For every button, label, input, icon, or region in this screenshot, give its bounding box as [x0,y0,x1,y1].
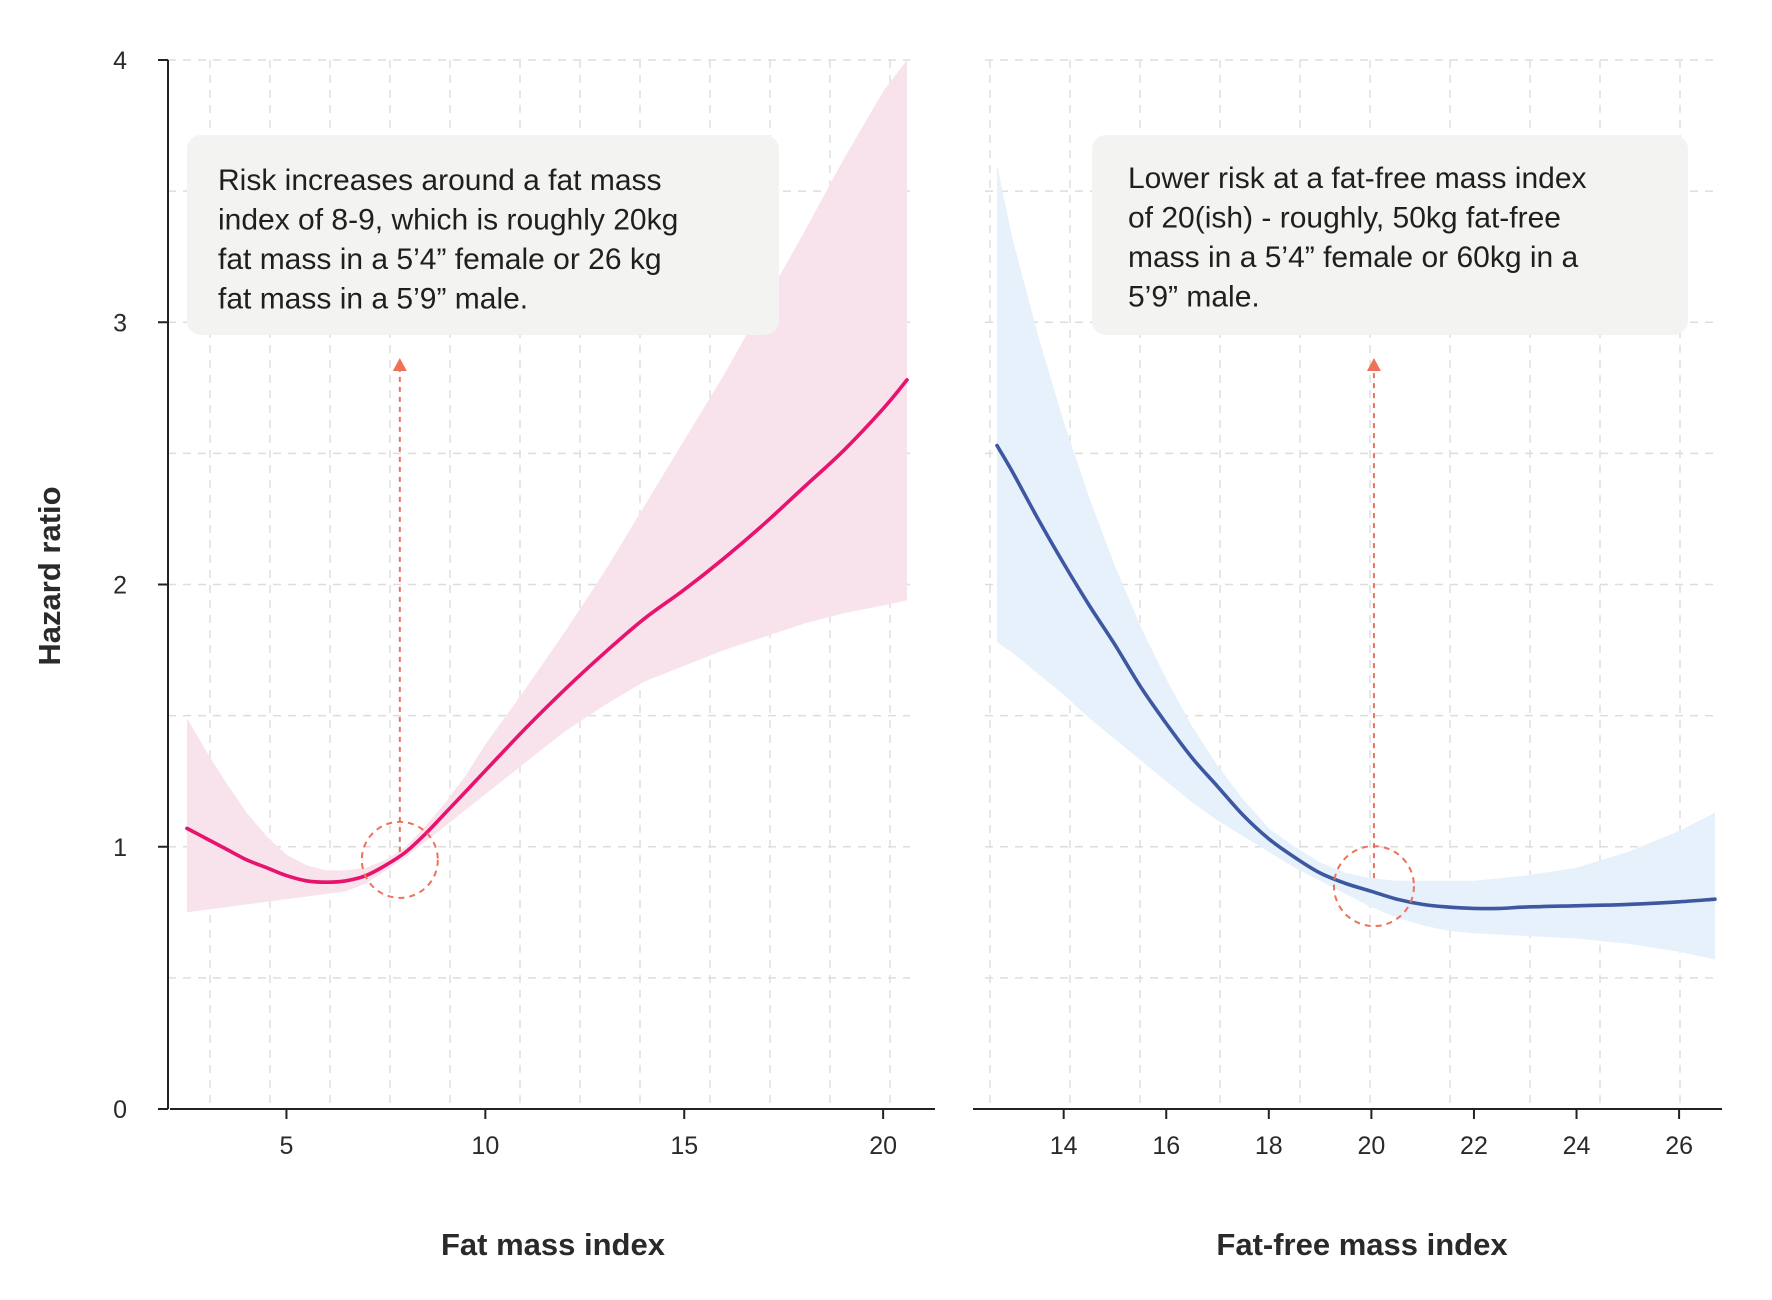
x-tick-label: 10 [471,1132,499,1160]
x-tick-label: 14 [1050,1132,1078,1160]
x-axis-title: Fat-free mass index [1216,1227,1508,1262]
annotation-box [1092,135,1688,335]
annotation-arrow-head [392,358,407,371]
annotation-text-line: index of 8-9, which is roughly 20kg [218,204,678,237]
y-tick-label: 4 [113,47,127,75]
hazard-ratio-line [185,378,909,884]
x-tick-label: 20 [1357,1132,1385,1160]
annotation-text-line: of 20(ish) - roughly, 50kg fat-free [1128,202,1561,235]
x-tick-label: 24 [1563,1132,1591,1160]
confidence-band [997,164,1715,960]
x-tick-label: 5 [279,1132,293,1160]
y-tick-label: 2 [113,572,127,600]
annotation-box [187,135,779,335]
confidence-band [187,60,907,913]
x-tick-label: 15 [670,1132,698,1160]
annotation-arrow-head [1366,358,1381,371]
y-tick-label: 0 [113,1096,127,1124]
annotation-text-line: fat mass in a 5’9” male. [218,283,528,316]
x-tick-label: 18 [1255,1132,1283,1160]
fat-free-mass-panel: Lower risk at a fat-free mass index of 20… [973,59,1722,1262]
x-tick-label: 26 [1665,1132,1693,1160]
grid [168,59,910,1109]
y-tick-label: 1 [113,834,127,862]
hazard-ratio-line [995,443,1717,911]
annotation-text-line: 5’9” male. [1128,281,1260,314]
annotation-text-line: Lower risk at a fat-free mass index [1128,162,1587,195]
x-tick-label: 22 [1460,1132,1488,1160]
x-tick-label: 20 [869,1132,897,1160]
annotation-text-line: fat mass in a 5’4” female or 26 kg [218,243,662,276]
fat-mass-panel: Risk increases around a fat mass index of… [113,47,935,1262]
annotation-text-line: mass in a 5’4” female or 60kg in a [1128,241,1579,274]
x-axis-title: Fat mass index [441,1227,666,1262]
x-tick-label: 16 [1152,1132,1180,1160]
annotation-text-line: Risk increases around a fat mass [218,164,662,197]
y-tick-label: 3 [113,309,127,337]
y-axis-title: Hazard ratio [32,486,67,665]
